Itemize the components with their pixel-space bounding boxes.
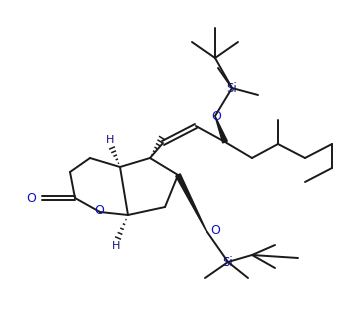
Polygon shape [215, 116, 227, 143]
Text: O: O [211, 110, 221, 123]
Text: O: O [26, 191, 36, 204]
Text: Si: Si [223, 255, 233, 268]
Polygon shape [176, 174, 207, 232]
Text: H: H [112, 241, 120, 251]
Text: O: O [210, 225, 220, 238]
Text: H: H [106, 135, 114, 145]
Text: O: O [94, 204, 104, 218]
Text: Si: Si [227, 81, 237, 94]
